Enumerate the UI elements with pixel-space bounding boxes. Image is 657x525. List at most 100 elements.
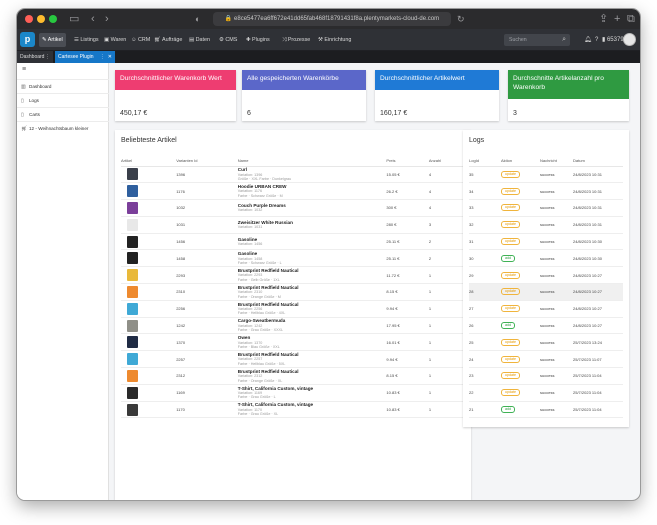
article-variation: Variation: 1169 <box>237 391 263 396</box>
process-icon: ⤨ <box>282 37 288 43</box>
product-thumbnail[interactable] <box>127 336 138 349</box>
avatar[interactable] <box>623 33 636 46</box>
article-thumb-cell <box>121 333 177 352</box>
table-row[interactable]: 1176 Hoodie URBAN CREW Variation: 1176 Farb… <box>121 182 465 201</box>
product-thumbnail[interactable] <box>127 235 138 248</box>
status-badge: add <box>501 254 515 262</box>
table-row[interactable]: 1170 T-Shirt, California Custom, vintage V… <box>121 401 465 419</box>
table-row[interactable]: 2312 Brustprint Redfield Nautical Variatio… <box>121 367 465 385</box>
product-thumbnail[interactable] <box>127 353 138 366</box>
privacy-shield-icon[interactable]: ◐ <box>195 14 201 24</box>
article-thumb-cell <box>121 166 177 184</box>
product-thumbnail[interactable] <box>127 386 138 399</box>
table-row[interactable]: 1456 Gasoline Variation: 1456 25.11 €2 <box>121 233 465 251</box>
nav-item-label: Daten <box>195 37 210 43</box>
product-thumbnail[interactable] <box>127 369 138 382</box>
product-thumbnail[interactable] <box>127 403 138 416</box>
nav-item-listings[interactable]: ☰ Listings <box>71 33 102 47</box>
table-row[interactable]: 1032 Couch Purple Dreams Variation: 1032 30… <box>121 199 465 217</box>
new-tab-icon[interactable]: + <box>614 13 621 25</box>
table-row[interactable]: 30 add success 24/8/2023 10:30 <box>469 249 623 268</box>
help-icon[interactable]: ? <box>595 37 599 43</box>
product-thumbnail[interactable] <box>127 252 138 265</box>
article-thumb-cell <box>121 317 177 335</box>
article-count: 1 <box>428 300 465 318</box>
table-row[interactable]: 2293 Brustprint Redfield Nautical Variatio… <box>121 266 465 285</box>
variant-id: 1169 <box>176 384 238 402</box>
product-thumbnail[interactable] <box>127 218 138 231</box>
minimize-window-button[interactable] <box>37 15 45 23</box>
table-row[interactable]: 21 add success 25/7/2023 11:04 <box>469 401 623 419</box>
tab-overview-icon[interactable]: ⧉ <box>627 13 635 25</box>
nav-item-einrichtung[interactable]: ⚒ Einrichtung <box>315 33 354 47</box>
product-thumbnail[interactable] <box>127 201 138 214</box>
close-window-button[interactable] <box>25 15 33 23</box>
article-price: 25.11 € <box>386 233 429 251</box>
product-thumbnail[interactable] <box>127 269 138 282</box>
table-row[interactable]: 23 update success 25/7/2023 11:04 <box>469 367 623 385</box>
sidebar-item-12-weihnachtsbaum-kleiner[interactable]: 🛒︎ 12 - Weihnachtsbaum kleiner <box>17 121 109 134</box>
sidebar-item-logs[interactable]: ▯ Logs <box>17 93 109 106</box>
nav-item-daten[interactable]: ▤ Daten <box>186 33 213 47</box>
log-id: 34 <box>469 182 501 201</box>
sidebar-item-dashboard[interactable]: ▥ Dashboard <box>17 79 109 92</box>
table-row[interactable]: 1242 Cargo-Sweatbermuda Variation: 1242 Far… <box>121 317 465 335</box>
back-icon[interactable]: ‹ <box>91 13 95 25</box>
tab-close-icon[interactable]: ✕ <box>107 54 112 60</box>
article-price: 25.11 € <box>386 249 429 268</box>
table-row[interactable]: 31 update success 24/8/2023 10:30 <box>469 233 623 251</box>
tab-menu-icon[interactable]: ⋮ <box>45 54 50 60</box>
log-date: 24/8/2023 10:30 <box>573 233 623 251</box>
reload-icon[interactable]: ↻ <box>457 14 465 24</box>
product-thumbnail[interactable] <box>127 285 138 298</box>
nav-item-auftr-ge[interactable]: 🛒︎ Aufträge <box>151 33 185 47</box>
article-name-cell: Brustprint Redfield Nautical Variation: 2… <box>237 266 387 285</box>
table-row[interactable]: 25 update success 25/7/2023 13:24 <box>469 333 623 352</box>
forward-icon[interactable]: › <box>105 13 109 25</box>
search-input[interactable]: Suchen ⌕ <box>504 34 570 46</box>
table-row[interactable]: 2256 Brustprint Redfield Nautical Variatio… <box>121 300 465 318</box>
account-id[interactable]: ▮ 65379 <box>602 37 624 43</box>
table-row[interactable]: 34 update success 24/8/2023 10:31 <box>469 182 623 201</box>
url-bar[interactable]: 🔒 e8ce5477ea6ff672e41dd65fab468f18791431… <box>213 12 451 26</box>
table-row[interactable]: 2310 Brustprint Redfield Nautical Variatio… <box>121 283 465 301</box>
table-row[interactable]: 1370 Owen Variation: 1370 Farbe · Blau Größ… <box>121 333 465 352</box>
table-row[interactable]: 35 update success 24/8/2023 10:31 <box>469 166 623 184</box>
table-row[interactable]: 27 update success 24/8/2023 10:27 <box>469 300 623 318</box>
product-thumbnail[interactable] <box>127 319 138 332</box>
tab-dashboard[interactable]: Dashboard ⋮ <box>17 51 53 63</box>
maximize-window-button[interactable] <box>49 15 57 23</box>
sidebar-toggle-icon[interactable]: ▭ <box>69 13 80 25</box>
table-row[interactable]: 1458 Gasoline Variation: 1458 Farbe · Schwa… <box>121 249 465 268</box>
nav-item-crm[interactable]: ☺ CRM <box>128 33 153 47</box>
nav-item-artikel[interactable]: ✎ Artikel <box>39 33 66 47</box>
sidebar-item-carts[interactable]: ▯ Carts <box>17 107 109 120</box>
menu-icon[interactable]: ≡ <box>22 66 27 73</box>
kpi-value: 3 <box>513 110 517 117</box>
article-name-cell: Brustprint Redfield Nautical Variation: 2… <box>237 300 387 318</box>
plentymarkets-logo[interactable]: p <box>20 32 35 47</box>
tab-cartesee-plugin[interactable]: Cartesee Plugin ✕ ⋮ <box>55 51 115 63</box>
table-row[interactable]: 29 update success 24/8/2023 10:27 <box>469 266 623 285</box>
table-row[interactable]: 1031 Zweisitzer White Russian Variation: 1… <box>121 216 465 234</box>
product-thumbnail[interactable] <box>127 302 138 315</box>
product-thumbnail[interactable] <box>127 185 138 198</box>
nav-item-prozesse[interactable]: ⤨ Prozesse <box>279 33 313 47</box>
table-row[interactable]: 33 update success 24/8/2023 10:31 <box>469 199 623 217</box>
table-row[interactable]: 32 update success 24/8/2023 10:31 <box>469 216 623 234</box>
nav-item-waren[interactable]: ▣ Waren <box>101 33 129 47</box>
table-row[interactable]: 1396 Curl Variation: 1396 Größe · XXL Farbe… <box>121 166 465 184</box>
table-row[interactable]: 1169 T-Shirt, California Custom, vintage V… <box>121 384 465 402</box>
table-row[interactable]: 2257 Brustprint Redfield Nautical Variatio… <box>121 350 465 369</box>
table-row[interactable]: 24 update success 25/7/2023 11:07 <box>469 350 623 369</box>
tab-menu-icon[interactable]: ⋮ <box>99 54 105 60</box>
share-icon[interactable]: ⇪ <box>599 13 609 25</box>
article-variation: Variation: 1032 <box>237 208 263 213</box>
table-row[interactable]: 26 add success 24/8/2023 10:27 <box>469 317 623 335</box>
table-row[interactable]: 28 update success 24/8/2023 10:27 <box>469 283 623 301</box>
table-row[interactable]: 22 update success 25/7/2023 11:04 <box>469 384 623 402</box>
product-thumbnail[interactable] <box>127 168 138 181</box>
nav-item-cms[interactable]: ⚙ CMS <box>216 33 240 47</box>
bell-icon[interactable]: 🔔︎ <box>584 37 592 43</box>
nav-item-plugins[interactable]: ✚ Plugins <box>243 33 273 47</box>
